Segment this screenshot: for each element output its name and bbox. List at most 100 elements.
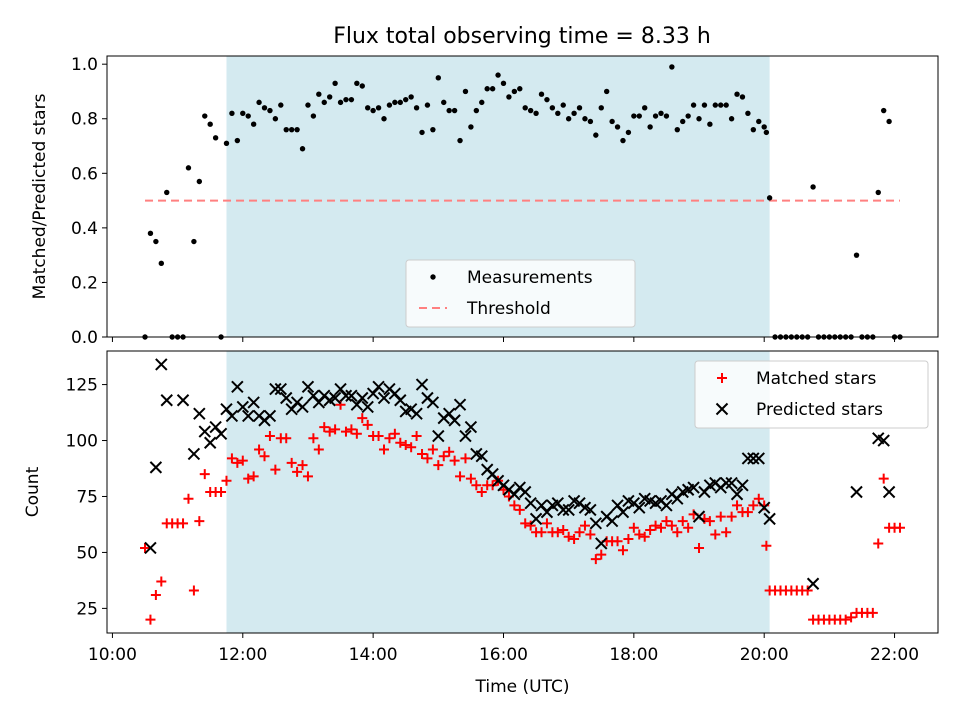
matched-star-point: [395, 437, 406, 448]
predicted-star-point: [203, 436, 217, 449]
matched-star-point: [444, 446, 455, 457]
matched-star-point: [520, 518, 531, 529]
predicted-star-point: [328, 391, 342, 405]
measurement-point: [614, 124, 621, 130]
matched-star-point: [270, 464, 281, 475]
measurement-point: [430, 126, 436, 133]
measurement-point: [603, 88, 610, 95]
matched-star-point: [596, 549, 607, 560]
measurement-point: [718, 102, 724, 108]
measurement-point: [153, 238, 159, 245]
bottom-plot-frame: [106, 350, 939, 634]
predicted-star-point: [519, 485, 532, 499]
x-tick-label: 16:00: [479, 645, 528, 665]
measurement-point: [250, 121, 257, 127]
matched-star-point: [188, 585, 199, 596]
measurement-point: [397, 99, 403, 106]
predicted-star-point: [242, 409, 255, 423]
matched-star-point: [384, 433, 395, 444]
measurement-point: [560, 102, 566, 108]
measurement-point: [468, 124, 474, 130]
measurement-point: [267, 107, 273, 114]
measurement-point: [473, 107, 480, 114]
matched-star-point: [194, 516, 205, 527]
matched-star-point: [199, 469, 210, 480]
matched-star-point: [574, 527, 585, 538]
matched-star-point: [357, 413, 368, 424]
predicted-star-point: [193, 407, 206, 420]
matched-star-point: [579, 520, 590, 531]
measurement-point: [495, 72, 501, 78]
matched-star-point: [330, 424, 341, 435]
matched-star-point: [541, 518, 552, 529]
matched-star-point: [411, 431, 422, 442]
measurement-point: [669, 64, 675, 70]
matched-star-point: [302, 471, 313, 482]
predicted-star-point: [877, 434, 890, 447]
matched-star-point: [666, 520, 677, 531]
predicted-star-point: [269, 382, 282, 396]
measurement-point: [756, 118, 762, 125]
matched-star-point: [650, 520, 661, 531]
predicted-star-point: [719, 476, 733, 490]
predicted-star-point: [301, 380, 315, 394]
matched-star-point: [254, 444, 265, 455]
measurement-point: [489, 86, 496, 92]
legend-box: [405, 259, 636, 328]
matched-star-point: [558, 525, 569, 536]
matched-star-point: [226, 453, 237, 464]
predicted-star-point: [736, 479, 749, 492]
matched-star-point: [427, 444, 438, 455]
measurement-point: [647, 124, 653, 130]
top-y-ticks: 0.0 0.2 0.4 0.6 0.8 1.0: [71, 55, 107, 348]
measurement-point: [500, 80, 507, 86]
matched-star-point: [721, 527, 732, 538]
measurement-point: [240, 110, 246, 116]
predicted-star-point: [280, 391, 293, 405]
matched-star-point: [867, 607, 878, 618]
measurement-point: [652, 113, 659, 119]
matched-star-point: [232, 457, 243, 468]
measurement-point: [164, 189, 170, 196]
predicted-star-point: [296, 400, 309, 414]
predicted-star-point: [356, 391, 369, 405]
matched-star-point: [612, 536, 623, 547]
measurement-point: [261, 105, 268, 111]
matched-star-point: [661, 516, 672, 527]
measurement-point: [598, 105, 604, 111]
chart-title: Flux total observing time = 8.33 h: [333, 24, 711, 49]
measurement-point: [522, 105, 528, 111]
matched-star-point: [243, 473, 254, 484]
legend-box: [694, 360, 929, 429]
measurement-point: [707, 121, 713, 127]
measurement-point: [272, 116, 279, 122]
matched-star-point: [634, 529, 645, 540]
bottom-y-ticks: 25 50 75 100 125: [66, 376, 107, 619]
predicted-star-point: [176, 394, 190, 407]
measurement-point: [620, 137, 626, 144]
matched-star-point: [873, 538, 884, 549]
matched-star-point: [623, 534, 634, 544]
legend-label: Measurements: [467, 268, 593, 288]
matched-star-point: [438, 451, 449, 462]
predicted-star-point: [214, 427, 228, 441]
y-tick-label: 75: [76, 487, 98, 507]
measurement-point: [745, 110, 751, 116]
measurement-point: [147, 230, 154, 237]
matched-star-point: [422, 453, 433, 464]
measurement-point: [386, 102, 393, 108]
matched-star-point: [514, 504, 525, 515]
measurement-point: [527, 107, 534, 114]
legend-marker-dot: [430, 274, 436, 280]
measurement-point: [403, 96, 409, 103]
measurement-point: [636, 113, 642, 119]
predicted-star-point: [339, 389, 353, 402]
measurement-point: [701, 102, 708, 108]
matched-star-point: [351, 428, 362, 439]
matched-star-point: [639, 531, 650, 542]
predicted-star-point: [882, 485, 896, 499]
measurement-point: [587, 118, 594, 125]
matched-star-point: [710, 529, 721, 540]
matched-star-point: [645, 525, 656, 536]
predicted-star-point: [448, 414, 461, 427]
